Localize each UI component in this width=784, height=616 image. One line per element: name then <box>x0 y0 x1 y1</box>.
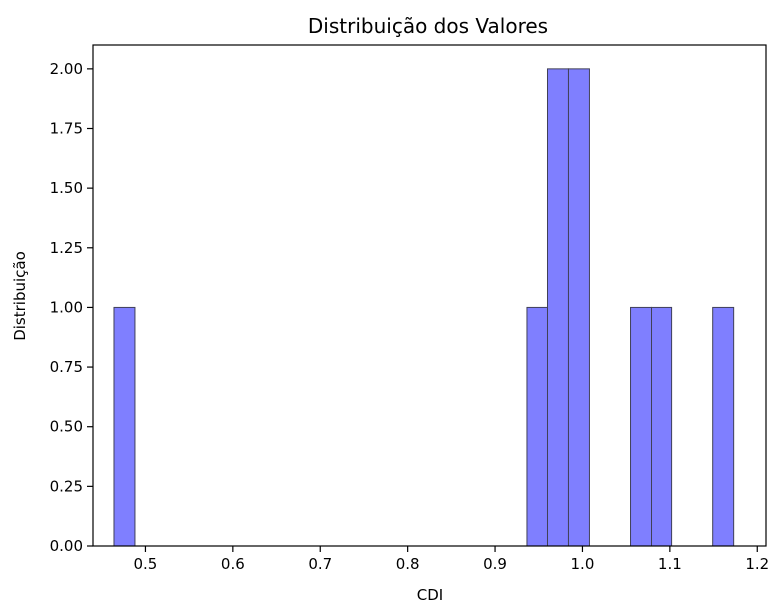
y-tick-label: 0.00 <box>50 537 83 555</box>
y-tick-label: 1.25 <box>50 239 83 257</box>
plot-area-frame <box>92 44 767 547</box>
histogram-bar-4 <box>630 306 653 547</box>
chart-title: Distribuição dos Valores <box>308 14 548 38</box>
x-axis-ticks: 0.5 0.6 0.7 0.8 0.9 1.0 1.1 1.2 <box>134 546 769 573</box>
y-tick-label: 1.75 <box>50 120 83 138</box>
histogram-bar-2 <box>546 68 569 547</box>
x-tick-label: 1.0 <box>571 555 595 573</box>
y-tick-label: 0.75 <box>50 358 83 376</box>
histogram-bar-5 <box>651 306 673 547</box>
histogram-bar-6 <box>712 306 735 547</box>
bars-group <box>113 68 735 547</box>
histogram-bar-3 <box>567 68 590 547</box>
x-tick-label: 0.8 <box>396 555 420 573</box>
x-tick-label: 0.7 <box>308 555 332 573</box>
y-axis-label: Distribuição <box>11 251 29 341</box>
x-tick-label: 0.5 <box>134 555 158 573</box>
x-tick-label: 1.1 <box>658 555 682 573</box>
histogram-bar-0 <box>113 306 136 547</box>
x-tick-label: 1.2 <box>745 555 769 573</box>
y-tick-label: 0.50 <box>50 418 83 436</box>
histogram-bar-1 <box>526 306 548 547</box>
y-tick-label: 2.00 <box>50 60 83 78</box>
x-tick-label: 0.6 <box>221 555 245 573</box>
y-axis-ticks: 0.00 0.25 0.50 0.75 1.00 1.25 1.50 1.75 2.00 <box>50 60 93 555</box>
y-tick-label: 0.25 <box>50 477 83 495</box>
y-tick-label: 1.00 <box>50 298 83 316</box>
x-axis-label: CDI <box>417 586 443 604</box>
x-tick-label: 0.9 <box>483 555 507 573</box>
y-tick-label: 1.50 <box>50 179 83 197</box>
